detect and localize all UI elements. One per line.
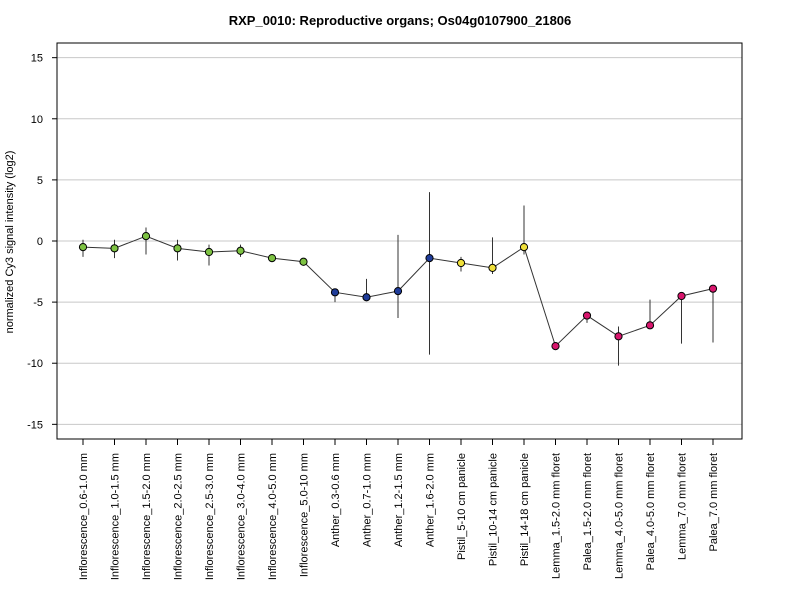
data-point	[456, 258, 466, 268]
x-tick-label: Lemma_7.0 mm floret	[677, 453, 689, 560]
y-tick-label: -15	[27, 419, 43, 431]
data-point	[519, 243, 529, 252]
x-tick-label: Pistil_10-14 cm panicle	[488, 453, 500, 566]
x-tick-label: Pistil_5-10 cm panicle	[456, 453, 468, 560]
x-tick-label: Lemma_4.0-5.0 mm floret	[614, 453, 626, 579]
x-tick-label: Anther_0.3-0.6 mm	[330, 453, 342, 547]
x-tick-label: Palea_7.0 mm floret	[708, 453, 720, 551]
y-axis: -15 -10 -5 0 5 10 15	[27, 53, 57, 431]
x-tick-label: Anther_1.6-2.0 mm	[425, 453, 437, 547]
x-tick-label: Palea_4.0-5.0 mm floret	[645, 453, 657, 570]
x-tick-label: Anther_0.7-1.0 mm	[362, 453, 374, 547]
y-tick-label: 5	[37, 175, 43, 187]
x-tick-label: Inflorescence_3.0-4.0 mm	[236, 453, 248, 580]
data-point	[614, 332, 623, 341]
data-point	[551, 342, 560, 351]
x-tick-label: Inflorescence_2.0-2.5 mm	[173, 453, 185, 580]
data-point	[299, 257, 308, 266]
data-point	[267, 254, 277, 263]
x-tick-label: Lemma_1.5-2.0 mm floret	[551, 453, 563, 579]
data-point	[645, 321, 655, 330]
data-point	[78, 243, 88, 252]
x-tick-label: Inflorescence_5.0-10 mm	[299, 453, 311, 577]
data-point	[677, 291, 686, 301]
y-tick-label: 0	[37, 236, 43, 248]
chart-title: RXP_0010: Reproductive organs; Os04g0107…	[228, 13, 572, 28]
x-tick-label: Inflorescence_1.5-2.0 mm	[141, 453, 153, 580]
grid-lines	[57, 57, 742, 425]
y-tick-label: 10	[31, 114, 43, 126]
data-point	[330, 288, 340, 297]
data-point	[582, 311, 592, 320]
y-tick-label: -5	[33, 297, 43, 309]
data-point	[362, 293, 371, 302]
x-tick-label: Inflorescence_0.6-1.0 mm	[78, 453, 90, 580]
x-tick-label: Pistil_14-18 cm panicle	[519, 453, 531, 566]
plot-frame	[56, 42, 743, 440]
x-axis: Inflorescence_0.6-1.0 mm Inflorescence_1.…	[78, 439, 720, 580]
data-point	[236, 246, 245, 255]
y-tick-label: 15	[31, 53, 43, 65]
data-point	[173, 244, 182, 253]
y-tick-label: -10	[27, 358, 43, 370]
data-point	[488, 263, 497, 272]
data-point	[708, 284, 718, 293]
data-point	[393, 287, 403, 296]
data-point	[425, 254, 434, 263]
x-tick-label: Palea_1.5-2.0 mm floret	[582, 453, 594, 570]
x-tick-label: Inflorescence_1.0-1.5 mm	[110, 453, 122, 580]
x-tick-label: Inflorescence_2.5-3.0 mm	[204, 453, 216, 580]
x-tick-label: Anther_1.2-1.5 mm	[393, 453, 405, 547]
data-point	[110, 244, 119, 253]
x-tick-label: Inflorescence_4.0-5.0 mm	[267, 453, 279, 580]
data-point	[204, 247, 214, 257]
data-points	[78, 232, 718, 351]
data-point	[141, 232, 151, 241]
